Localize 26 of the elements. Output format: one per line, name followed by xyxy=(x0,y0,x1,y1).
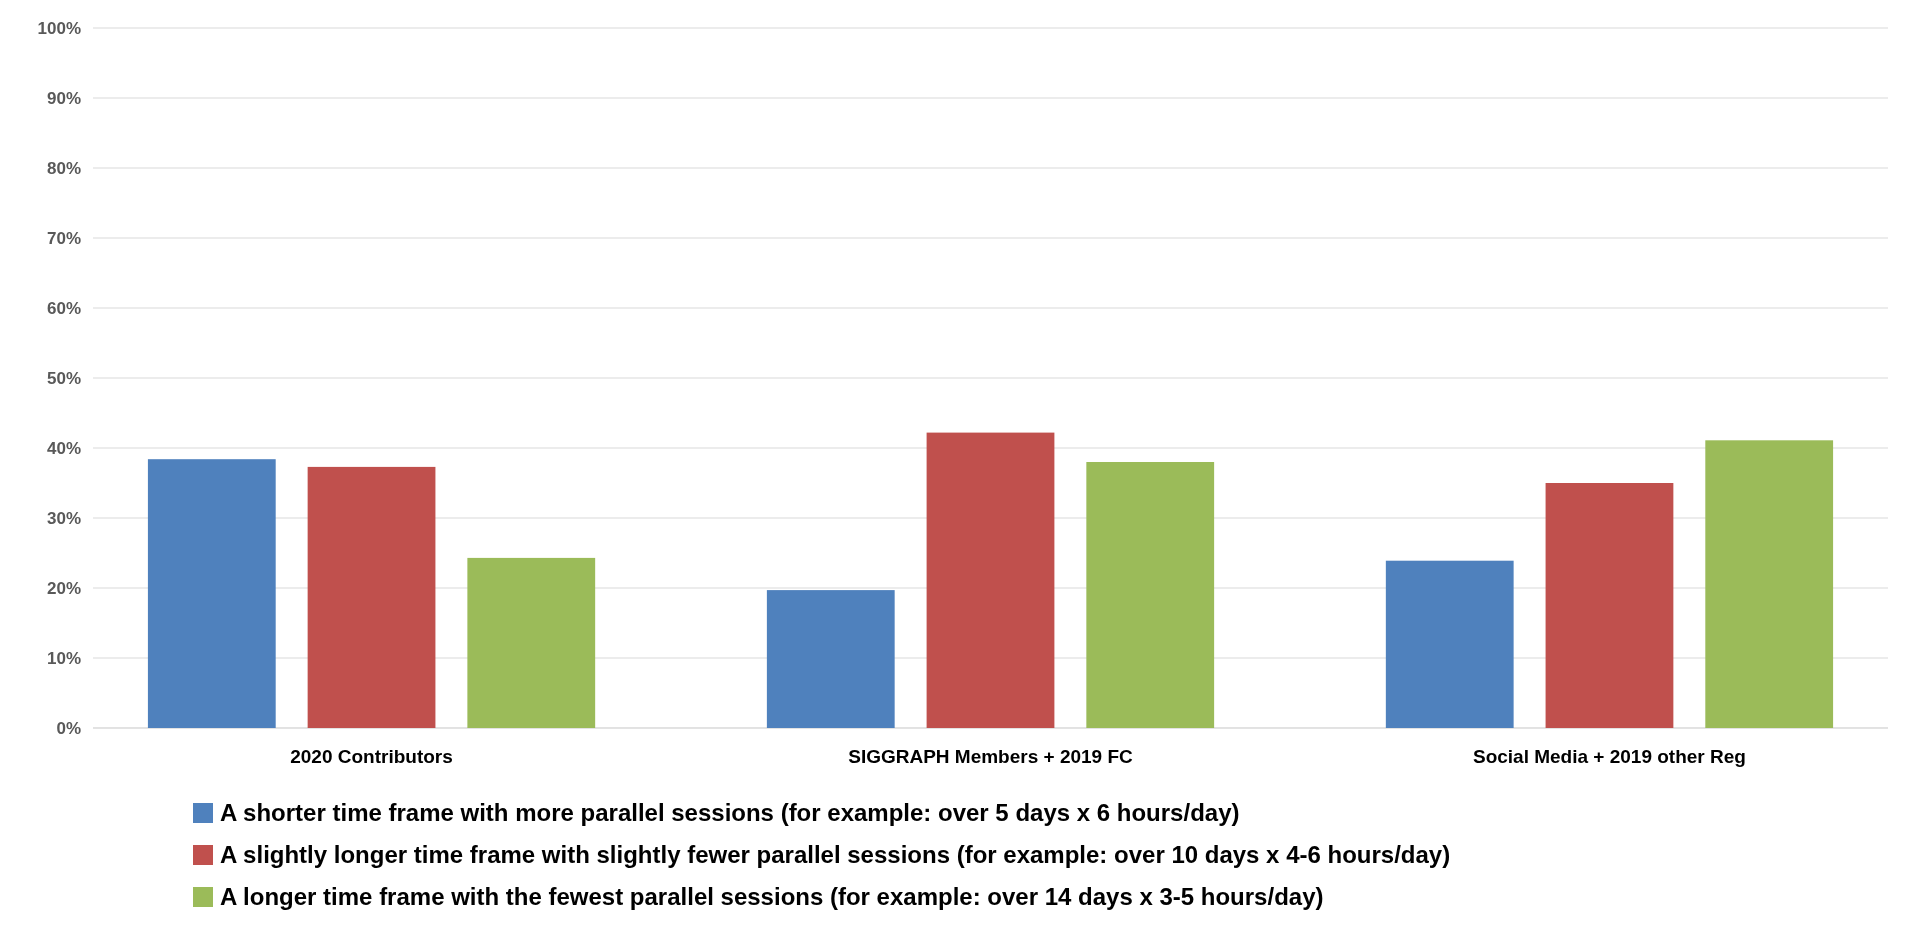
bar xyxy=(307,466,436,728)
y-tick-label: 0% xyxy=(56,718,81,738)
y-tick-label: 10% xyxy=(46,648,81,668)
y-tick-label: 80% xyxy=(46,158,81,178)
y-tick-label: 40% xyxy=(46,438,81,458)
legend-label: A slightly longer time frame with slightly fewer parallel sessions (for example: over 10 days x 4-6 hours/day) xyxy=(220,841,1451,869)
bar xyxy=(1545,483,1674,728)
x-tick-label: 2020 Contributors xyxy=(290,746,453,767)
bar xyxy=(1705,440,1834,728)
bar xyxy=(766,590,895,728)
bar xyxy=(147,459,276,728)
x-tick-label: Social Media + 2019 other Reg xyxy=(1472,746,1746,767)
y-tick-label: 90% xyxy=(46,88,81,108)
legend-label: A longer time frame with the fewest parallel sessions (for example: over 14 days x 3-5 hours/day) xyxy=(220,883,1324,911)
bar xyxy=(926,432,1055,728)
y-tick-label: 50% xyxy=(46,368,81,388)
x-tick-label: SIGGRAPH Members + 2019 FC xyxy=(848,746,1134,767)
legend-label: A shorter time frame with more parallel sessions (for example: over 5 days x 6 hours/day) xyxy=(220,799,1240,827)
y-tick-label: 60% xyxy=(46,298,81,318)
bar xyxy=(467,557,596,728)
y-tick-label: 70% xyxy=(46,228,81,248)
y-tick-label: 100% xyxy=(37,18,81,38)
y-tick-label: 20% xyxy=(46,578,81,598)
bar xyxy=(1385,560,1514,728)
bar xyxy=(1086,462,1215,728)
y-tick-label: 30% xyxy=(46,508,81,528)
